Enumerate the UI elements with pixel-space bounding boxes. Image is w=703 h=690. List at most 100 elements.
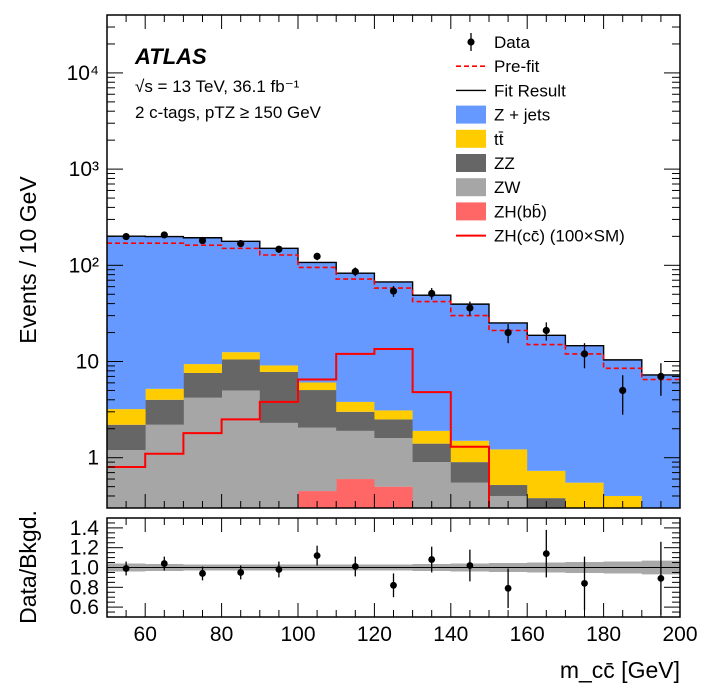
x-tick-label-120: 120 [357, 623, 392, 646]
bar-zz-1 [145, 399, 184, 425]
bar-tt-3 [221, 352, 261, 360]
ratio-point-3 [237, 569, 245, 576]
ratio-y-tick-label-4: 1.4 [70, 517, 100, 540]
ratio-y-tick-label-2: 1.0 [70, 557, 99, 580]
ratio-point-8 [428, 556, 436, 563]
bar-zz-2 [183, 372, 222, 398]
bar-tt-6 [336, 401, 375, 412]
selection-label: 2 c-tags, pTZ ≥ 150 GeV [135, 103, 322, 122]
main-panel [107, 231, 680, 518]
bar-zz-3 [221, 359, 261, 391]
bar-zw-5 [298, 427, 337, 492]
bar-zw-1 [145, 424, 184, 508]
x-tick-label-180: 180 [586, 623, 621, 646]
main-y-tick-label-2: 10² [69, 254, 99, 277]
bar-zw-3 [221, 390, 261, 508]
legend-zh-bb-swatch [456, 202, 486, 221]
main-y-tick-label-4: 10⁴ [67, 62, 99, 85]
axes-frame: 60 80 100 120 140 160 180 200 1 10 10² 10³ 10⁴ 0.60.8… [67, 14, 698, 646]
signal-line [107, 347, 490, 508]
x-tick-label-60: 60 [134, 623, 157, 646]
bar-z-jets-8 [412, 295, 452, 431]
bar-zz-7 [374, 419, 413, 439]
ratio-point-12 [581, 579, 588, 587]
x-tick-label-200: 200 [662, 623, 697, 646]
experiment-label: ATLAS [134, 44, 207, 69]
bar-z-jets-1 [145, 236, 184, 389]
energy-label: √s = 13 TeV, 36.1 fb⁻¹ [135, 77, 300, 96]
bar-zh-bb-7 [374, 486, 413, 508]
bar-tt-10 [489, 449, 528, 486]
ratio-y-axis-title: Data/Bkgd. [15, 510, 41, 624]
bar-tt-4 [259, 365, 299, 372]
ratio-point-9 [466, 562, 474, 569]
bar-zz-9 [450, 462, 490, 483]
legend-zh-cc-100-sm-label: ZH(cc̄) (100×SM) [494, 227, 625, 246]
data-point-7 [389, 287, 398, 295]
ratio-point-7 [390, 581, 397, 589]
ratio-point-6 [351, 563, 359, 570]
ratio-point-11 [542, 550, 550, 558]
legend-data-marker [467, 38, 475, 46]
data-point-9 [466, 304, 474, 312]
ratio-point-10 [504, 584, 512, 592]
bar-tt-0 [107, 409, 146, 425]
bar-zw-11 [527, 511, 566, 518]
legend-zz-label: ZZ [494, 154, 515, 173]
legend-tt-label: tt̄ [494, 130, 504, 149]
legend-fit-result-label: Fit Result [494, 81, 566, 100]
data-point-13 [619, 386, 627, 395]
ratio-point-5 [313, 552, 321, 560]
bar-z-jets-12 [565, 345, 604, 483]
legend-pre-fit-label: Pre-fit [494, 57, 540, 76]
bar-zh-bb-6 [336, 479, 375, 508]
legend: Data Pre-fit Fit Result Z + jets tt̄ ZZ ZW ZH(b… [456, 33, 625, 246]
bar-z-jets-4 [259, 248, 299, 366]
bar-z-jets-6 [336, 273, 375, 402]
bar-tt-5 [298, 382, 337, 391]
ratio-y-tick-label-0: 0.6 [70, 596, 99, 619]
bar-z-jets-10 [489, 322, 528, 450]
bar-zz-8 [412, 443, 452, 463]
bar-z-jets-5 [298, 262, 337, 383]
ratio-point-4 [275, 566, 283, 573]
bar-zh-bb-5 [298, 491, 337, 508]
data-point-14 [657, 372, 665, 381]
data-point-5 [313, 252, 321, 260]
x-tick-label-140: 140 [433, 623, 468, 646]
bar-z-jets-11 [527, 335, 566, 471]
bar-tt-8 [412, 430, 452, 444]
fit-result-line [107, 235, 680, 376]
bar-zw-9 [450, 482, 490, 508]
data-point-10 [504, 328, 512, 337]
legend-z-jets-swatch [456, 105, 486, 124]
bar-zw-2 [183, 397, 222, 508]
labels: ATLAS √s = 13 TeV, 36.1 fb⁻¹ 2 c-tags, p… [15, 44, 680, 683]
legend-data-label: Data [494, 33, 530, 52]
bar-zw-4 [259, 422, 299, 508]
bar-tt-9 [450, 440, 490, 463]
bar-zw-6 [336, 430, 375, 480]
bar-z-jets-2 [183, 237, 222, 365]
bar-tt-2 [183, 364, 222, 373]
ratio-point-2 [199, 570, 206, 577]
bar-zz-4 [259, 371, 299, 423]
data-point-1 [160, 231, 168, 239]
main-y-tick-label-3: 10³ [69, 158, 99, 181]
legend-zw-label: ZW [494, 178, 520, 197]
x-axis-title: m_cc̄ [GeV] [560, 657, 680, 683]
legend-zw-swatch [456, 178, 486, 197]
bar-tt-1 [145, 388, 184, 400]
legend-z-jets-label: Z + jets [494, 106, 550, 125]
bar-zz-5 [298, 390, 337, 428]
data-point-11 [542, 326, 550, 335]
data-point-12 [580, 350, 589, 358]
main-y-axis-title: Events / 10 GeV [15, 176, 41, 344]
bar-zw-7 [374, 438, 413, 487]
ratio-y-tick-label-1: 0.8 [70, 576, 99, 599]
data-point-2 [198, 236, 207, 245]
x-tick-label-80: 80 [210, 623, 233, 646]
ratio-point-14 [657, 574, 665, 582]
bar-z-jets-9 [450, 304, 490, 441]
